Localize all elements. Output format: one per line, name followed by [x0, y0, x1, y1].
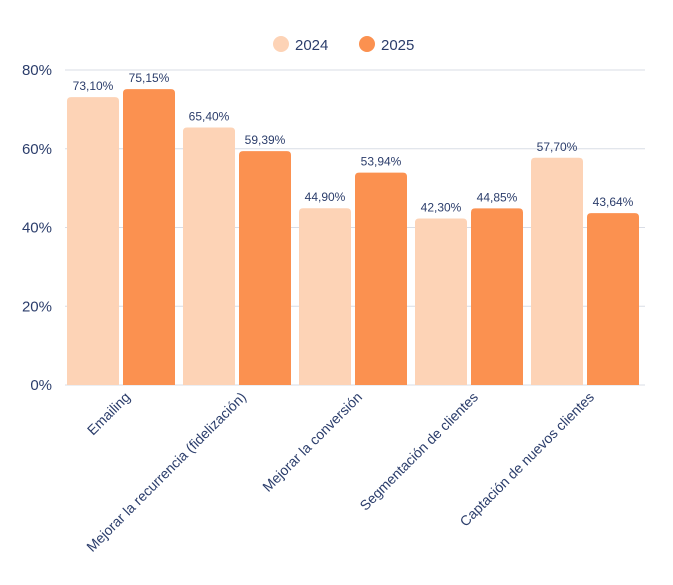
y-tick-label: 20% [22, 298, 52, 315]
x-category-label: Captación de nuevos clientes [456, 389, 597, 530]
y-tick-label: 60% [22, 141, 52, 158]
data-label: 59,39% [245, 133, 286, 147]
y-tick-label: 80% [22, 62, 52, 79]
legend: 2024 2025 [273, 36, 414, 54]
legend-label: 2024 [295, 37, 328, 54]
x-category-label: Mejorar la conversión [259, 389, 365, 495]
legend-swatch-2025 [359, 36, 375, 52]
data-label: 57,70% [537, 140, 578, 154]
bar-2025-3 [471, 208, 523, 385]
bar-2024-2 [299, 208, 351, 385]
bar-2025-2 [355, 172, 407, 385]
bar-2025-0 [123, 89, 175, 386]
data-label: 75,15% [129, 71, 170, 85]
y-axis: 0% 20% 40% 60% 80% [22, 62, 52, 394]
data-label: 53,94% [361, 155, 402, 169]
data-label: 44,90% [305, 190, 346, 204]
data-label: 65,40% [189, 109, 230, 123]
bar-2024-0 [67, 97, 119, 385]
bar-2024-4 [531, 157, 583, 385]
data-label: 73,10% [73, 79, 114, 93]
bars: 73,10% 75,15% 65,40% 59,39% 44,90% 53,94% 42,3… [67, 71, 639, 386]
x-category-label: Emailing [84, 389, 133, 438]
y-tick-label: 0% [30, 377, 52, 394]
data-label: 43,64% [593, 195, 634, 209]
x-category-label: Segmentación de clientes [356, 389, 481, 514]
bar-2024-3 [415, 218, 467, 385]
legend-label: 2025 [381, 37, 414, 54]
data-label: 42,30% [421, 200, 462, 214]
legend-swatch-2024 [273, 36, 289, 52]
bar-2024-1 [183, 127, 235, 386]
y-tick-label: 40% [22, 220, 52, 237]
data-label: 44,85% [477, 190, 518, 204]
bar-2025-1 [239, 151, 291, 385]
bar-2025-4 [587, 213, 639, 385]
